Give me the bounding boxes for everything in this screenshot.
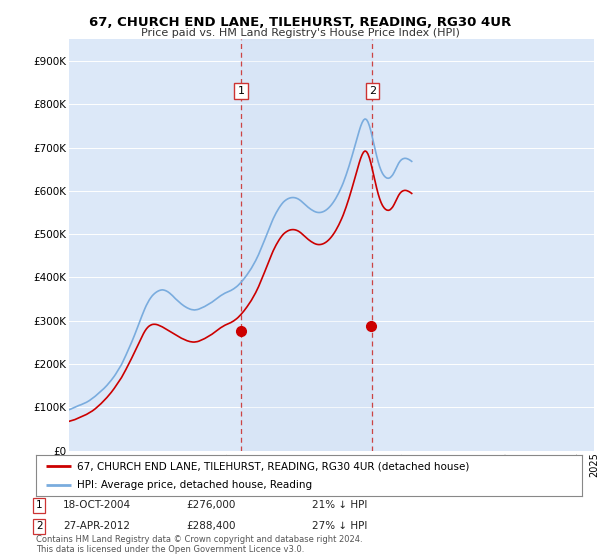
- Bar: [241, 39, 372, 451]
- Text: Contains HM Land Registry data © Crown copyright and database right 2024.
This d: Contains HM Land Registry data © Crown c…: [36, 535, 362, 554]
- Text: 2: 2: [36, 521, 43, 531]
- Text: Price paid vs. HM Land Registry's House Price Index (HPI): Price paid vs. HM Land Registry's House …: [140, 28, 460, 38]
- Text: 67, CHURCH END LANE, TILEHURST, READING, RG30 4UR (detached house): 67, CHURCH END LANE, TILEHURST, READING,…: [77, 461, 469, 471]
- Text: 27-APR-2012: 27-APR-2012: [63, 521, 130, 531]
- Text: £276,000: £276,000: [186, 500, 235, 510]
- Text: £288,400: £288,400: [186, 521, 235, 531]
- Text: 21% ↓ HPI: 21% ↓ HPI: [312, 500, 367, 510]
- Text: HPI: Average price, detached house, Reading: HPI: Average price, detached house, Read…: [77, 480, 312, 489]
- Text: 27% ↓ HPI: 27% ↓ HPI: [312, 521, 367, 531]
- Text: 2: 2: [369, 86, 376, 96]
- Text: 1: 1: [36, 500, 43, 510]
- Text: 67, CHURCH END LANE, TILEHURST, READING, RG30 4UR: 67, CHURCH END LANE, TILEHURST, READING,…: [89, 16, 511, 29]
- Text: 1: 1: [238, 86, 245, 96]
- Text: 18-OCT-2004: 18-OCT-2004: [63, 500, 131, 510]
